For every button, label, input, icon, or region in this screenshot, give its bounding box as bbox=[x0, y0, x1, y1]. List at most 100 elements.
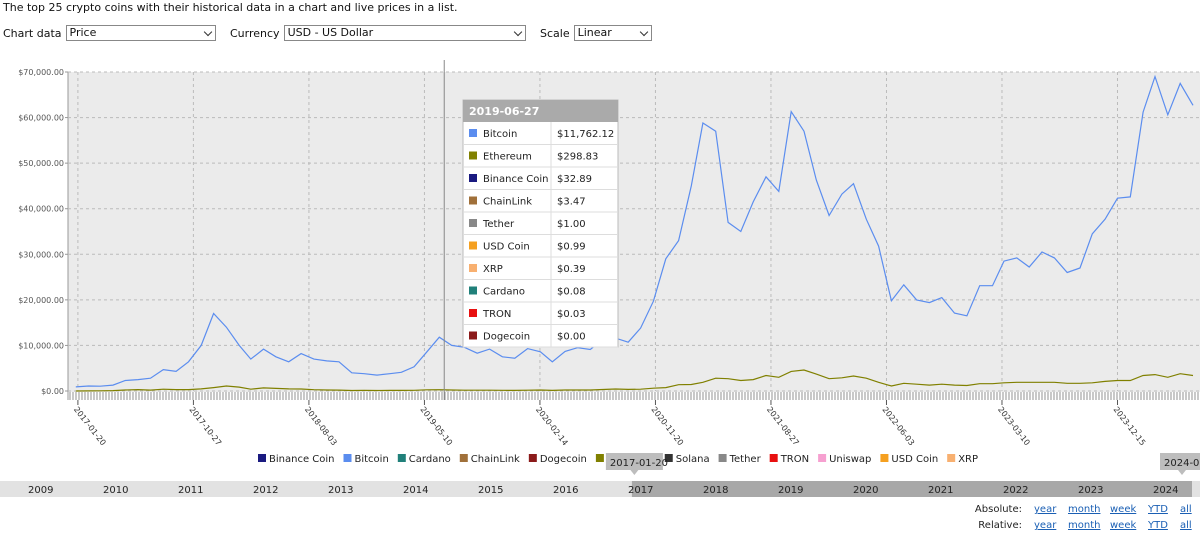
series-line bbox=[75, 74, 1194, 388]
tooltip-value: $0.03 bbox=[557, 309, 586, 320]
tooltip-swatch bbox=[469, 264, 477, 272]
tooltip-swatch bbox=[469, 151, 477, 160]
timeline-handle-pointer bbox=[630, 470, 639, 475]
legend-label: XRP bbox=[958, 454, 978, 465]
legend-label: Uniswap bbox=[829, 454, 871, 465]
legend-swatch bbox=[880, 454, 889, 462]
tooltip-value: $0.39 bbox=[557, 264, 586, 275]
tooltip-name: Cardano bbox=[483, 287, 525, 298]
tooltip-name: Tether bbox=[482, 219, 515, 230]
tooltip-name: Binance Coin bbox=[483, 174, 549, 185]
timeline-year: 2013 bbox=[328, 485, 353, 496]
control-label: Chart data bbox=[3, 26, 62, 40]
tooltip-name: Ethereum bbox=[483, 152, 532, 163]
timeline-handle-label: 2017-01-20 bbox=[610, 458, 668, 469]
x-tick-label: 2017-10-27 bbox=[187, 405, 223, 447]
range-link[interactable]: all bbox=[1180, 520, 1192, 531]
control: Chart data Price bbox=[3, 25, 216, 41]
tooltip-header bbox=[463, 100, 618, 122]
legend-swatch bbox=[595, 454, 604, 462]
x-tick-label: 2023-12-15 bbox=[1112, 405, 1148, 447]
timeline-year: 2017 bbox=[628, 485, 653, 496]
tooltip-name: Bitcoin bbox=[483, 129, 517, 140]
range-label: Relative: bbox=[978, 520, 1022, 531]
legend-swatch bbox=[769, 454, 778, 462]
control: Currency USD - US Dollar bbox=[230, 25, 526, 41]
chart: $0.00 $10,000.00 $20,000.00 $30,000.00 $40,0… bbox=[0, 60, 1200, 531]
x-tick-label: 2023-03-10 bbox=[996, 405, 1032, 447]
range-link[interactable]: YTD bbox=[1147, 504, 1168, 515]
timeline-handle-label-box bbox=[605, 453, 663, 470]
y-tick-label: $20,000.00 bbox=[18, 296, 64, 305]
timeline-year: 2019 bbox=[778, 485, 803, 496]
range-link[interactable]: YTD bbox=[1147, 520, 1168, 531]
timeline-year: 2010 bbox=[103, 485, 128, 496]
range-link[interactable]: all bbox=[1180, 504, 1192, 515]
tooltip-name: ChainLink bbox=[483, 197, 532, 208]
y-tick-label: $0.00 bbox=[41, 387, 64, 396]
legend-label: Bitcoin bbox=[355, 454, 389, 465]
tooltip: 2019-06-27 Bitcoin $11,762.12 Ethereum $298.… bbox=[462, 99, 619, 348]
x-tick-label: 2020-02-14 bbox=[534, 405, 570, 447]
x-tick-label: 2017-01-20 bbox=[72, 405, 108, 447]
range-link[interactable]: year bbox=[1034, 504, 1057, 515]
timeline-handle-label-box bbox=[1160, 453, 1200, 470]
timeline-year: 2020 bbox=[853, 485, 878, 496]
y-tick-label: $10,000.00 bbox=[18, 341, 64, 350]
control: Scale Linear bbox=[540, 25, 652, 41]
select[interactable]: Linear bbox=[573, 25, 652, 41]
legend-label: Binance Coin bbox=[269, 454, 335, 465]
tooltip-swatch bbox=[469, 174, 477, 182]
legend-swatch bbox=[258, 454, 266, 462]
select[interactable]: USD - US Dollar bbox=[283, 25, 526, 41]
tooltip-value: $1.00 bbox=[557, 219, 586, 230]
timeline-year: 2024 bbox=[1153, 485, 1178, 496]
tooltip-value: $0.00 bbox=[557, 332, 586, 343]
range-link[interactable]: month bbox=[1068, 504, 1100, 515]
legend-swatch bbox=[718, 454, 727, 462]
range-link[interactable]: week bbox=[1110, 504, 1136, 515]
timeline-year: 2015 bbox=[478, 485, 503, 496]
x-tick-label: 2019-05-10 bbox=[418, 405, 454, 447]
tooltip-name: USD Coin bbox=[483, 242, 530, 253]
y-tick-label: $40,000.00 bbox=[18, 205, 64, 214]
tooltip-value: $11,762.12 bbox=[557, 129, 614, 140]
select[interactable]: Price bbox=[65, 25, 216, 41]
tooltip-swatch bbox=[469, 286, 477, 295]
control-label: Currency bbox=[230, 26, 280, 40]
header: The top 25 crypto coins with their histo… bbox=[0, 0, 1200, 60]
x-tick-label: 2018-08-03 bbox=[303, 405, 339, 447]
y-tick-label: $70,000.00 bbox=[18, 68, 64, 77]
timeline-handle-label: 2024-07 bbox=[1164, 458, 1200, 469]
legend-label: USD Coin bbox=[891, 454, 938, 465]
control-label: Scale bbox=[540, 26, 570, 40]
timeline-selection bbox=[631, 481, 1192, 497]
y-tick-label: $60,000.00 bbox=[18, 114, 64, 123]
x-tick-label: 2022-06-03 bbox=[880, 405, 916, 447]
timeline-year: 2022 bbox=[1003, 485, 1028, 496]
timeline-year: 2021 bbox=[928, 485, 953, 496]
legend-swatch bbox=[459, 454, 468, 462]
range-link[interactable]: week bbox=[1110, 520, 1136, 531]
range-link[interactable]: month bbox=[1068, 520, 1100, 531]
legend-swatch bbox=[343, 454, 352, 462]
legend-label: Cardano bbox=[409, 454, 451, 465]
legend-label: Dogecoin bbox=[540, 454, 587, 465]
range-link[interactable]: year bbox=[1034, 520, 1057, 531]
tooltip-date: 2019-06-27 bbox=[469, 105, 539, 118]
legend-swatch bbox=[947, 454, 956, 462]
tooltip-swatch bbox=[469, 331, 477, 340]
timeline-year: 2014 bbox=[403, 485, 428, 496]
timeline-year: 2012 bbox=[253, 485, 278, 496]
tooltip-name: Dogecoin bbox=[483, 332, 530, 343]
tooltip-name: XRP bbox=[483, 264, 503, 275]
tooltip-value: $3.47 bbox=[557, 197, 586, 208]
timeline-year: 2009 bbox=[28, 485, 53, 496]
legend-label: Tether bbox=[729, 454, 762, 465]
legend-label: ChainLink bbox=[471, 454, 520, 465]
tooltip-box bbox=[462, 99, 619, 348]
series-line bbox=[75, 369, 1194, 392]
description: The top 25 crypto coins with their histo… bbox=[3, 1, 458, 14]
x-tick-label: 2020-11-20 bbox=[649, 405, 685, 447]
